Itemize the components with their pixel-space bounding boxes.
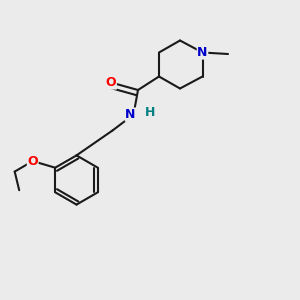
Text: N: N (125, 108, 136, 121)
Text: H: H (145, 106, 155, 119)
Text: N: N (197, 46, 208, 59)
Text: O: O (27, 154, 38, 168)
Text: O: O (106, 76, 116, 89)
